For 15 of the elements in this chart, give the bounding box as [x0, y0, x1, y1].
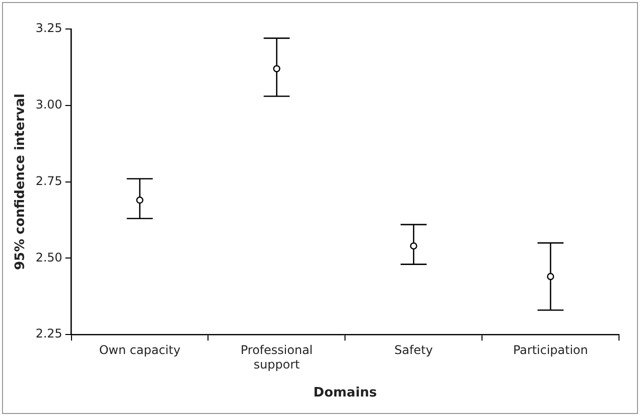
- x-tick-label: Professional support: [240, 342, 313, 372]
- x-axis-title: Domains: [313, 386, 378, 401]
- x-tick-label: Participation: [513, 342, 588, 357]
- y-tick-label: 3.25: [36, 21, 62, 36]
- y-tick-label: 2.25: [36, 326, 62, 341]
- y-tick-label: 3.00: [36, 98, 62, 112]
- x-tick-label: Safety: [394, 342, 433, 357]
- x-tick-label: Own capacity: [99, 342, 180, 357]
- y-axis-title: 95% confidence interval: [13, 94, 28, 270]
- point: [410, 242, 418, 250]
- y-tick-label: 2.50: [36, 250, 62, 264]
- y-tick-label: 2.75: [36, 174, 62, 188]
- point: [273, 65, 280, 72]
- point: [136, 196, 144, 204]
- point: [546, 272, 554, 280]
